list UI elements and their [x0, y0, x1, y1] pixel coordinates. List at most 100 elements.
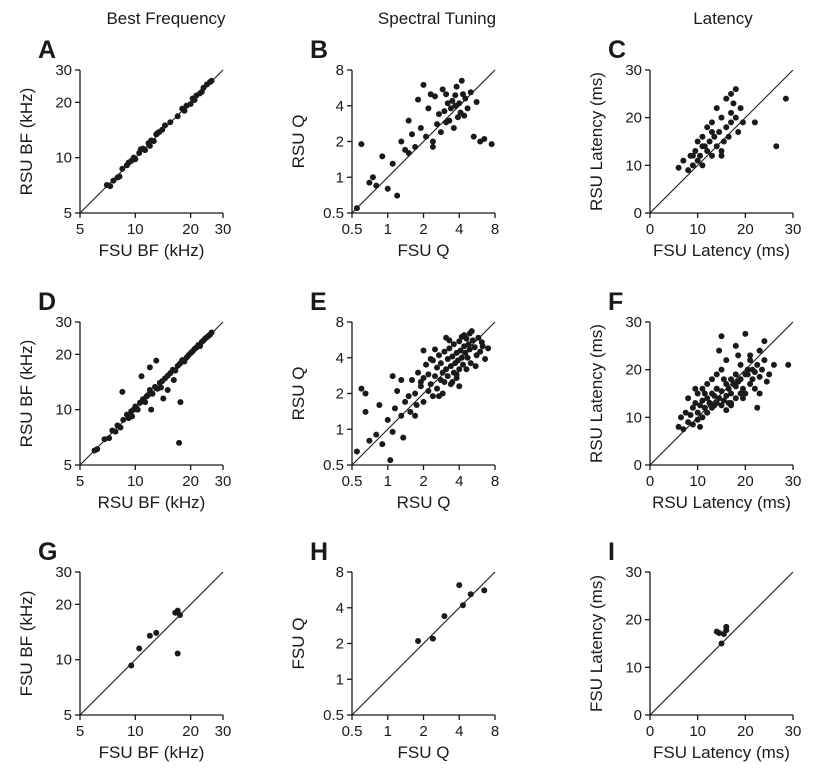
data-point-e: [415, 369, 422, 376]
data-point-d: [134, 406, 141, 413]
y-axis-label-d: RSU BF (kHz): [17, 340, 36, 448]
data-point-c: [718, 152, 725, 159]
y-tick-label-d: 20: [55, 346, 72, 363]
data-point-e: [472, 363, 479, 370]
data-point-e: [435, 393, 442, 400]
data-point-b: [447, 105, 454, 112]
x-tick-label-g: 10: [127, 723, 144, 740]
data-point-c: [699, 143, 706, 150]
data-point-f: [685, 419, 692, 426]
data-point-c: [720, 138, 727, 145]
data-point-f: [732, 395, 739, 402]
data-point-f: [749, 376, 756, 383]
y-tick-label-h: 0.5: [323, 707, 344, 724]
data-point-f: [723, 407, 730, 414]
data-point-a: [150, 138, 157, 145]
data-point-c: [685, 167, 692, 174]
data-point-c: [689, 152, 696, 159]
data-point-f: [704, 380, 711, 387]
data-point-f: [754, 404, 761, 411]
data-point-c: [751, 119, 758, 126]
y-tick-label-c: 10: [625, 157, 642, 174]
data-point-f: [728, 390, 735, 397]
data-point-b: [456, 100, 463, 107]
data-point-f: [747, 380, 754, 387]
data-point-b: [405, 150, 412, 157]
data-point-c: [728, 109, 735, 116]
data-point-a: [110, 177, 117, 184]
data-point-d: [106, 435, 113, 442]
data-point-e: [443, 366, 450, 373]
y-tick-label-b: 8: [336, 62, 344, 79]
data-point-f: [692, 400, 699, 407]
data-point-e: [412, 412, 419, 419]
panel-letter-c: C: [608, 36, 626, 64]
x-tick-label-a: 10: [127, 221, 144, 238]
data-point-e: [441, 378, 448, 385]
data-point-d: [129, 413, 136, 420]
data-point-f: [718, 366, 725, 373]
data-point-e: [420, 398, 427, 405]
data-point-a: [181, 107, 188, 114]
data-point-b: [446, 117, 453, 124]
data-point-f: [735, 352, 742, 359]
data-point-b: [358, 141, 365, 148]
data-point-c: [716, 128, 723, 135]
data-point-e: [475, 334, 482, 341]
y-tick-label-c: 0: [634, 205, 642, 222]
data-point-a: [191, 97, 198, 104]
x-axis-label-b: FSU Q: [398, 241, 450, 260]
data-point-e: [458, 354, 465, 361]
data-point-b: [470, 133, 477, 140]
data-point-e: [464, 354, 471, 361]
data-point-f: [751, 385, 758, 392]
data-point-d: [158, 384, 165, 391]
data-point-a: [154, 130, 161, 137]
data-point-b: [420, 81, 427, 88]
data-point-c: [737, 105, 744, 112]
data-point-f: [701, 390, 708, 397]
data-point-d: [208, 329, 215, 336]
data-point-f: [720, 397, 727, 404]
x-tick-label-c: 0: [646, 221, 654, 238]
data-point-c: [708, 152, 715, 159]
y-tick-label-h: 1: [336, 671, 344, 688]
x-tick-label-i: 20: [737, 723, 754, 740]
x-tick-label-c: 10: [689, 221, 706, 238]
y-tick-label-c: 20: [625, 110, 642, 127]
x-axis-label-a: FSU BF (kHz): [99, 241, 205, 260]
data-point-e: [432, 373, 439, 380]
data-point-e: [444, 356, 451, 363]
data-point-f: [744, 366, 751, 373]
x-tick-label-a: 20: [182, 221, 199, 238]
data-point-f: [704, 409, 711, 416]
data-point-b: [366, 179, 373, 186]
data-point-b: [389, 160, 396, 167]
data-point-b: [369, 174, 376, 181]
data-point-h: [459, 602, 466, 609]
y-tick-label-g: 20: [55, 596, 72, 613]
data-point-d: [177, 399, 184, 406]
data-point-e: [376, 402, 383, 409]
data-point-b: [353, 205, 360, 212]
data-point-f: [737, 376, 744, 383]
x-tick-label-d: 20: [182, 473, 199, 490]
data-point-b: [432, 93, 439, 100]
data-point-g: [146, 632, 153, 639]
data-point-e: [413, 402, 420, 409]
y-tick-label-d: 5: [64, 457, 72, 474]
data-point-e: [434, 364, 441, 371]
data-point-a: [161, 122, 168, 129]
data-point-f: [742, 390, 749, 397]
x-tick-label-e: 4: [455, 473, 463, 490]
y-axis-label-e: RSU Q: [289, 367, 308, 421]
data-point-d: [117, 424, 124, 431]
data-point-c: [718, 148, 725, 155]
data-point-a: [187, 100, 194, 107]
y-axis-label-g: FSU BF (kHz): [17, 591, 36, 697]
data-point-f: [689, 421, 696, 428]
data-point-f: [744, 371, 751, 378]
data-point-b: [394, 192, 401, 199]
data-point-d: [119, 388, 126, 395]
